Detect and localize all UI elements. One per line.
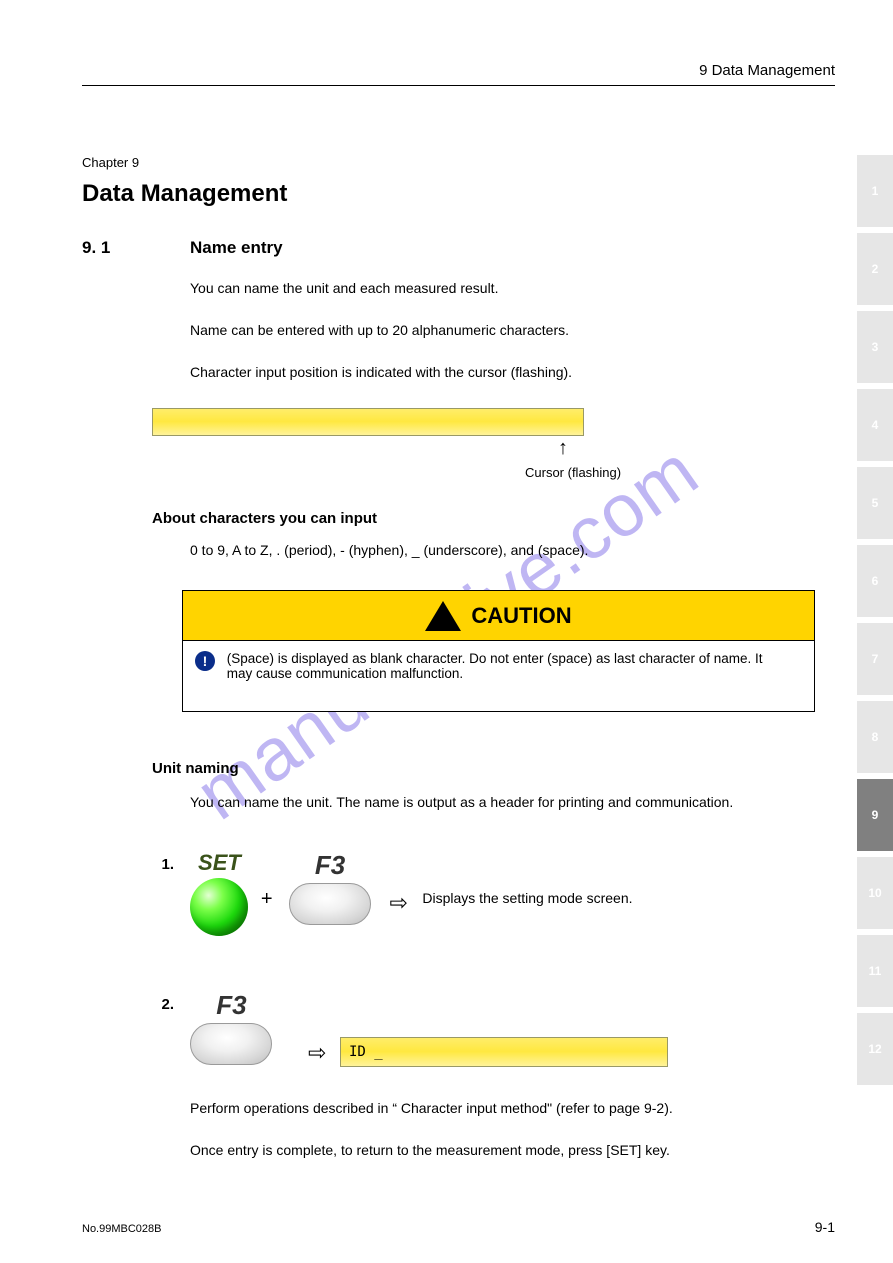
display-box-id: ID _ bbox=[340, 1037, 668, 1067]
step-2-number: 2. bbox=[150, 990, 174, 1013]
paragraph-intro-1: You can name the unit and each measured … bbox=[190, 278, 823, 299]
section-number: 9. 1 bbox=[82, 238, 110, 258]
side-tab-3[interactable]: 3 bbox=[857, 311, 893, 383]
f3-key-icon-2[interactable] bbox=[190, 1023, 272, 1065]
side-tab-9[interactable]: 9 bbox=[857, 779, 893, 851]
paragraph-return-mode: Once entry is complete, to return to the… bbox=[190, 1140, 823, 1161]
subsection-input-chars: About characters you can input bbox=[152, 510, 377, 527]
side-tabs-column: 1 2 3 4 5 6 7 8 9 10 11 12 bbox=[857, 155, 893, 1091]
footer-page-number: 9-1 bbox=[815, 1219, 835, 1235]
side-tab-8[interactable]: 8 bbox=[857, 701, 893, 773]
page-header: 9 Data Management bbox=[82, 62, 835, 86]
caution-header: CAUTION bbox=[183, 591, 814, 641]
side-tab-10[interactable]: 10 bbox=[857, 857, 893, 929]
f3-button-group-2: F3 bbox=[190, 990, 272, 1065]
step-1-number: 1. bbox=[150, 850, 174, 873]
subsection-unit-naming: Unit naming bbox=[152, 760, 239, 777]
side-tab-5[interactable]: 5 bbox=[857, 467, 893, 539]
set-key-icon[interactable] bbox=[190, 878, 248, 936]
display-box-id-text: ID _ bbox=[341, 1044, 383, 1060]
paragraph-char-input-ref: Perform operations described in “ Charac… bbox=[190, 1098, 823, 1119]
set-key-label: SET bbox=[190, 850, 248, 876]
arrow-right-icon-1: ⇨ bbox=[376, 850, 418, 916]
caution-label: CAUTION bbox=[471, 603, 571, 629]
side-tab-2[interactable]: 2 bbox=[857, 233, 893, 305]
paragraph-intro-2: Name can be entered with up to 20 alphan… bbox=[190, 320, 823, 341]
caution-text: (Space) is displayed as blank character.… bbox=[227, 651, 787, 681]
chapter-label: Chapter 9 bbox=[82, 155, 139, 170]
header-section-ref: 9 Data Management bbox=[82, 62, 835, 79]
paragraph-charset: 0 to 9, A to Z, . (period), - (hyphen), … bbox=[190, 540, 823, 561]
side-tab-1[interactable]: 1 bbox=[857, 155, 893, 227]
arrow-up-icon: ↑ bbox=[558, 438, 568, 458]
set-button-group: SET bbox=[190, 850, 248, 936]
chapter-title: Data Management bbox=[82, 180, 287, 208]
f3-key-label-2: F3 bbox=[190, 990, 272, 1021]
side-tab-7[interactable]: 7 bbox=[857, 623, 893, 695]
footer-doc-number: No.99MBC028B bbox=[82, 1223, 162, 1235]
paragraph-intro-3: Character input position is indicated wi… bbox=[190, 362, 823, 383]
step-1-result: Displays the setting mode screen. bbox=[422, 850, 632, 906]
step-1-row: 1. SET + F3 ⇨ Displays the setting mode … bbox=[150, 850, 823, 936]
cursor-flashing-label: Cursor (flashing) bbox=[525, 465, 621, 480]
side-tab-4[interactable]: 4 bbox=[857, 389, 893, 461]
warning-triangle-icon bbox=[425, 601, 461, 631]
paragraph-unit-naming: You can name the unit. The name is outpu… bbox=[190, 792, 823, 813]
f3-button-group-1: F3 bbox=[289, 850, 371, 925]
display-box-cursor-example bbox=[152, 408, 584, 436]
caution-body: ! (Space) is displayed as blank characte… bbox=[183, 641, 814, 711]
page-container: manualshive.com 9 Data Management Chapte… bbox=[0, 0, 893, 1263]
section-title: Name entry bbox=[190, 238, 283, 258]
arrow-right-icon-2: ⇨ bbox=[308, 1040, 326, 1066]
header-rule bbox=[82, 85, 835, 86]
mandatory-action-icon: ! bbox=[195, 651, 215, 671]
plus-symbol: + bbox=[253, 850, 281, 911]
side-tab-11[interactable]: 11 bbox=[857, 935, 893, 1007]
side-tab-12[interactable]: 12 bbox=[857, 1013, 893, 1085]
side-tab-6[interactable]: 6 bbox=[857, 545, 893, 617]
caution-box: CAUTION ! (Space) is displayed as blank … bbox=[182, 590, 815, 712]
f3-key-label-1: F3 bbox=[289, 850, 371, 881]
f3-key-icon-1[interactable] bbox=[289, 883, 371, 925]
